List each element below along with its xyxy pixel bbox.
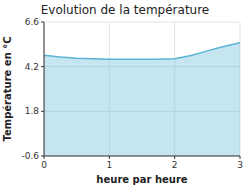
axes: 0 1 2 3 -0.6 1.8 4.2 6.6 bbox=[21, 17, 242, 170]
x-tick bbox=[109, 156, 110, 159]
y-axis-label: Température en °C bbox=[2, 36, 13, 141]
chart: 0 1 2 3 -0.6 1.8 4.2 6.6 heure par heure Températ… bbox=[0, 0, 250, 188]
y-tick bbox=[41, 156, 44, 157]
grid bbox=[44, 22, 240, 156]
x-tick-label: 2 bbox=[172, 160, 178, 170]
x-tick bbox=[174, 156, 175, 159]
chart-container: 0 1 2 3 -0.6 1.8 4.2 6.6 heure par heure Températ… bbox=[0, 0, 250, 188]
grid-line-y bbox=[44, 22, 240, 23]
x-tick-label: 3 bbox=[237, 160, 243, 170]
y-tick bbox=[41, 66, 44, 67]
y-tick bbox=[41, 22, 44, 23]
line bbox=[44, 43, 240, 59]
title: Evolution de la température bbox=[41, 3, 210, 17]
x-axis-line bbox=[44, 156, 240, 157]
y-axis-line bbox=[44, 22, 45, 156]
y-tick bbox=[41, 111, 44, 112]
x-tick-label: 1 bbox=[106, 160, 112, 170]
y-tick-label: -0.6 bbox=[21, 151, 39, 161]
grid-line-x bbox=[44, 22, 45, 156]
grid-line-y bbox=[44, 156, 240, 157]
x-tick-label: 0 bbox=[41, 160, 47, 170]
y-tick-label: 1.8 bbox=[25, 106, 40, 116]
y-tick-label: 6.6 bbox=[25, 17, 40, 27]
x-axis-label: heure par heure bbox=[96, 174, 187, 185]
plot-area bbox=[44, 43, 240, 156]
x-tick bbox=[240, 156, 241, 159]
y-tick-label: 4.2 bbox=[25, 62, 39, 72]
area-fill bbox=[44, 43, 240, 156]
